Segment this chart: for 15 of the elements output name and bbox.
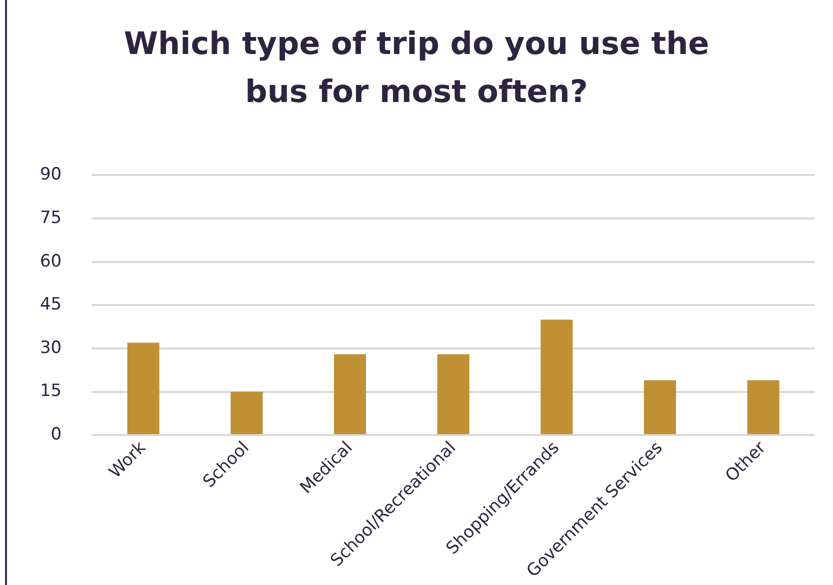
y-tick-label: 90 <box>40 164 62 185</box>
bar <box>644 380 676 434</box>
y-tick-label: 75 <box>40 208 62 228</box>
bar <box>540 320 573 434</box>
y-tick-label: 60 <box>40 251 62 272</box>
chart-title: Which type of trip do you use the bus for most often? <box>122 25 710 112</box>
y-tick-label: 0 <box>50 424 62 445</box>
y-tick-label: 30 <box>40 338 62 358</box>
bar <box>747 380 780 434</box>
bar <box>334 354 366 434</box>
bar <box>437 354 470 434</box>
bar <box>127 342 160 434</box>
y-tick-label: 45 <box>40 294 62 315</box>
bar <box>230 392 263 434</box>
y-tick-label: 15 <box>40 381 62 402</box>
